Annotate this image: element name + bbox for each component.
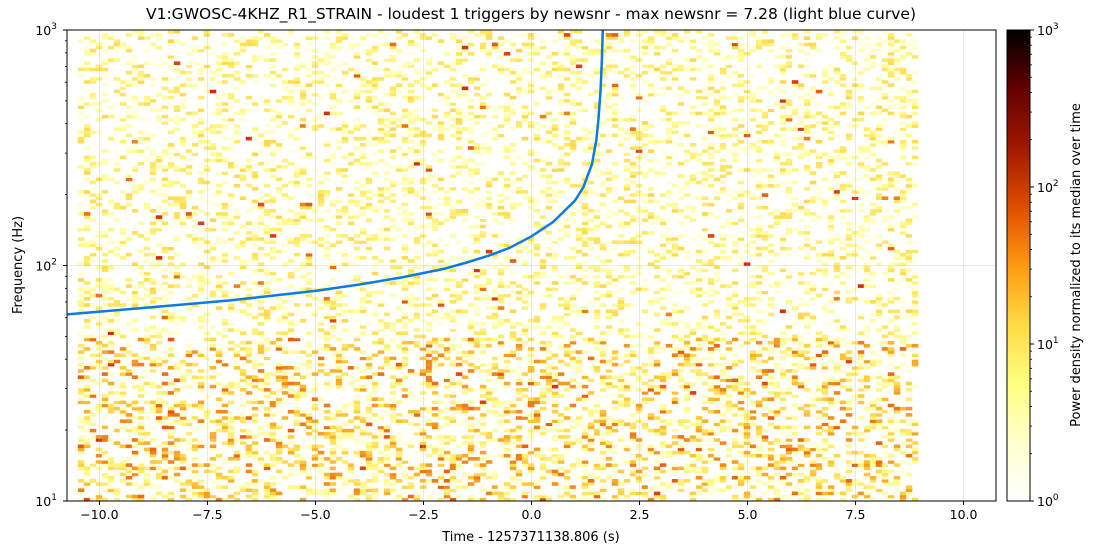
colorbar-tick-label: 103 [1037, 22, 1059, 38]
trigger-chirp-curve [67, 30, 605, 316]
x-tick-label: 5.0 [738, 507, 758, 522]
plot-area: −10.0 −7.5 −5.0 −2.5 0.0 2.5 5.0 7.5 10.0 101 102… [35, 22, 997, 522]
x-tick-label: −5.0 [300, 507, 330, 522]
x-tick-label: −7.5 [192, 507, 222, 522]
x-tick-label: 10.0 [950, 507, 978, 522]
x-tick-label: 0.0 [522, 507, 542, 522]
colorbar-tick-label: 102 [1037, 179, 1059, 195]
x-tick-label: 2.5 [630, 507, 650, 522]
y-tick-label: 102 [35, 258, 57, 274]
trigger-curves [67, 30, 605, 316]
x-tick-label: −10.0 [80, 507, 118, 522]
colorbar-tick-label: 101 [1037, 336, 1059, 352]
y-tick-label: 103 [35, 22, 57, 38]
x-axis-ticks: −10.0 −7.5 −5.0 −2.5 0.0 2.5 5.0 7.5 10.0 [80, 501, 978, 522]
y-tick-label: 101 [35, 493, 57, 509]
colorbar: 100 101 102 103 [1006, 22, 1059, 509]
spectrogram-heatmap [77, 30, 919, 501]
x-tick-label: 7.5 [846, 507, 866, 522]
x-tick-label: −2.5 [408, 507, 438, 522]
colorbar-label: Power density normalized to its median o… [1069, 103, 1084, 427]
colorbar-gradient [1006, 29, 1031, 502]
colorbar-ticks: 100 101 102 103 [1030, 22, 1059, 509]
chart-title: V1:GWOSC-4KHZ_R1_STRAIN - loudest 1 trig… [146, 5, 916, 24]
colorbar-tick-label: 100 [1037, 493, 1059, 509]
y-axis-ticks: 101 102 103 [35, 22, 67, 509]
x-axis-label: Time - 1257371138.806 (s) [441, 530, 619, 545]
y-axis-label: Frequency (Hz) [11, 216, 26, 314]
